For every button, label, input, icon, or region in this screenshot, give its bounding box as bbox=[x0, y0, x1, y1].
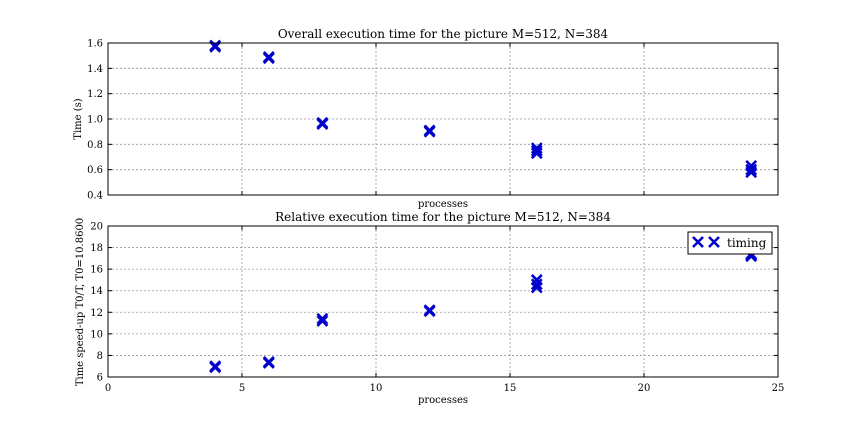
data-point bbox=[316, 118, 329, 130]
x-tick-label: 5 bbox=[239, 383, 245, 394]
data-point bbox=[423, 125, 436, 138]
y-tick-label: 0.6 bbox=[87, 165, 103, 176]
plot-frame bbox=[107, 42, 779, 196]
legend-marker-x bbox=[692, 236, 704, 248]
legend-label: timing bbox=[727, 236, 767, 250]
x-axis-label: processes bbox=[418, 199, 468, 210]
grid bbox=[108, 43, 778, 195]
x-tick-label: 25 bbox=[772, 383, 785, 394]
y-tick-label: 1.0 bbox=[87, 115, 103, 126]
y-tick-label: 8 bbox=[97, 351, 103, 362]
legend-marker bbox=[692, 236, 720, 248]
chart-overall-execution-time: Overall execution time for the picture M… bbox=[73, 27, 779, 210]
data-point bbox=[262, 52, 275, 65]
data-point bbox=[316, 312, 329, 325]
y-tick-label: 0.4 bbox=[87, 191, 103, 202]
x-tick-label: 0 bbox=[105, 383, 111, 394]
chart-title: Overall execution time for the picture M… bbox=[278, 27, 609, 41]
x-axis-label: processes bbox=[418, 395, 468, 406]
y-tick-label: 20 bbox=[90, 222, 103, 233]
y-tick-label: 6 bbox=[97, 373, 103, 384]
grid bbox=[108, 226, 778, 377]
data-point bbox=[316, 314, 329, 327]
y-tick-label: 1.6 bbox=[87, 39, 103, 50]
legend: timing bbox=[687, 231, 773, 255]
y-tick-label: 1.2 bbox=[87, 89, 103, 100]
chart-title: Relative execution time for the picture … bbox=[275, 210, 611, 224]
y-tick-label: 0.8 bbox=[87, 140, 103, 151]
data-point bbox=[262, 355, 275, 368]
legend-marker-x bbox=[708, 236, 720, 248]
x-tick-label: 15 bbox=[504, 383, 517, 394]
data-point bbox=[530, 147, 543, 160]
plot-frame bbox=[107, 225, 779, 378]
data-point bbox=[745, 166, 758, 179]
y-tick-label: 12 bbox=[90, 308, 103, 319]
y-tick-label: 18 bbox=[90, 243, 103, 254]
data-point bbox=[423, 304, 436, 317]
data-point bbox=[745, 163, 758, 176]
ticks: 0 5 10 15 20 25 6 8 10 12 14 16 18 20 bbox=[90, 222, 784, 395]
y-axis-label: Time (s) bbox=[73, 98, 84, 139]
data-point bbox=[209, 360, 222, 373]
y-axis-label: Time speed-up T0/T, T0=10.8600 bbox=[75, 218, 86, 386]
chart-relative-execution-time: Relative execution time for the picture … bbox=[75, 210, 784, 406]
y-tick-label: 10 bbox=[90, 329, 103, 340]
data-point bbox=[530, 144, 543, 157]
x-tick-label: 10 bbox=[370, 383, 383, 394]
data-point bbox=[530, 278, 543, 291]
x-tick-label: 20 bbox=[638, 383, 651, 394]
data-points bbox=[209, 39, 758, 179]
y-tick-label: 14 bbox=[90, 286, 103, 297]
y-tick-label: 1.4 bbox=[87, 64, 103, 75]
data-points bbox=[209, 248, 758, 374]
y-tick-label: 16 bbox=[90, 265, 103, 276]
ticks: 0.4 0.6 0.8 1.0 1.2 1.4 1.6 bbox=[87, 39, 779, 202]
data-point bbox=[530, 274, 543, 286]
